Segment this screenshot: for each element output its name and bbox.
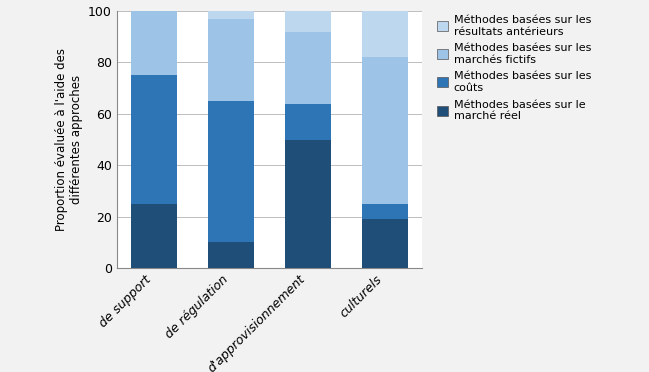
Bar: [130, 11, 177, 75]
Legend: Méthodes basées sur les
résultats antérieurs, Méthodes basées sur les
marchés fi: Méthodes basées sur les résultats antéri…: [434, 12, 594, 125]
Bar: [208, 19, 254, 101]
Bar: [285, 32, 331, 103]
Bar: [285, 103, 331, 140]
Bar: [130, 75, 177, 204]
Bar: [130, 0, 177, 11]
Bar: [285, 140, 331, 268]
Bar: [361, 203, 408, 219]
Bar: [361, 219, 408, 268]
Bar: [208, 11, 254, 19]
Bar: [208, 242, 254, 268]
Bar: [208, 101, 254, 242]
Bar: [130, 204, 177, 268]
Y-axis label: Proportion évaluée à l'aide des
différentes approches: Proportion évaluée à l'aide des différen…: [55, 48, 82, 231]
Bar: [361, 57, 408, 204]
Bar: [285, 11, 331, 32]
Bar: [361, 11, 408, 57]
